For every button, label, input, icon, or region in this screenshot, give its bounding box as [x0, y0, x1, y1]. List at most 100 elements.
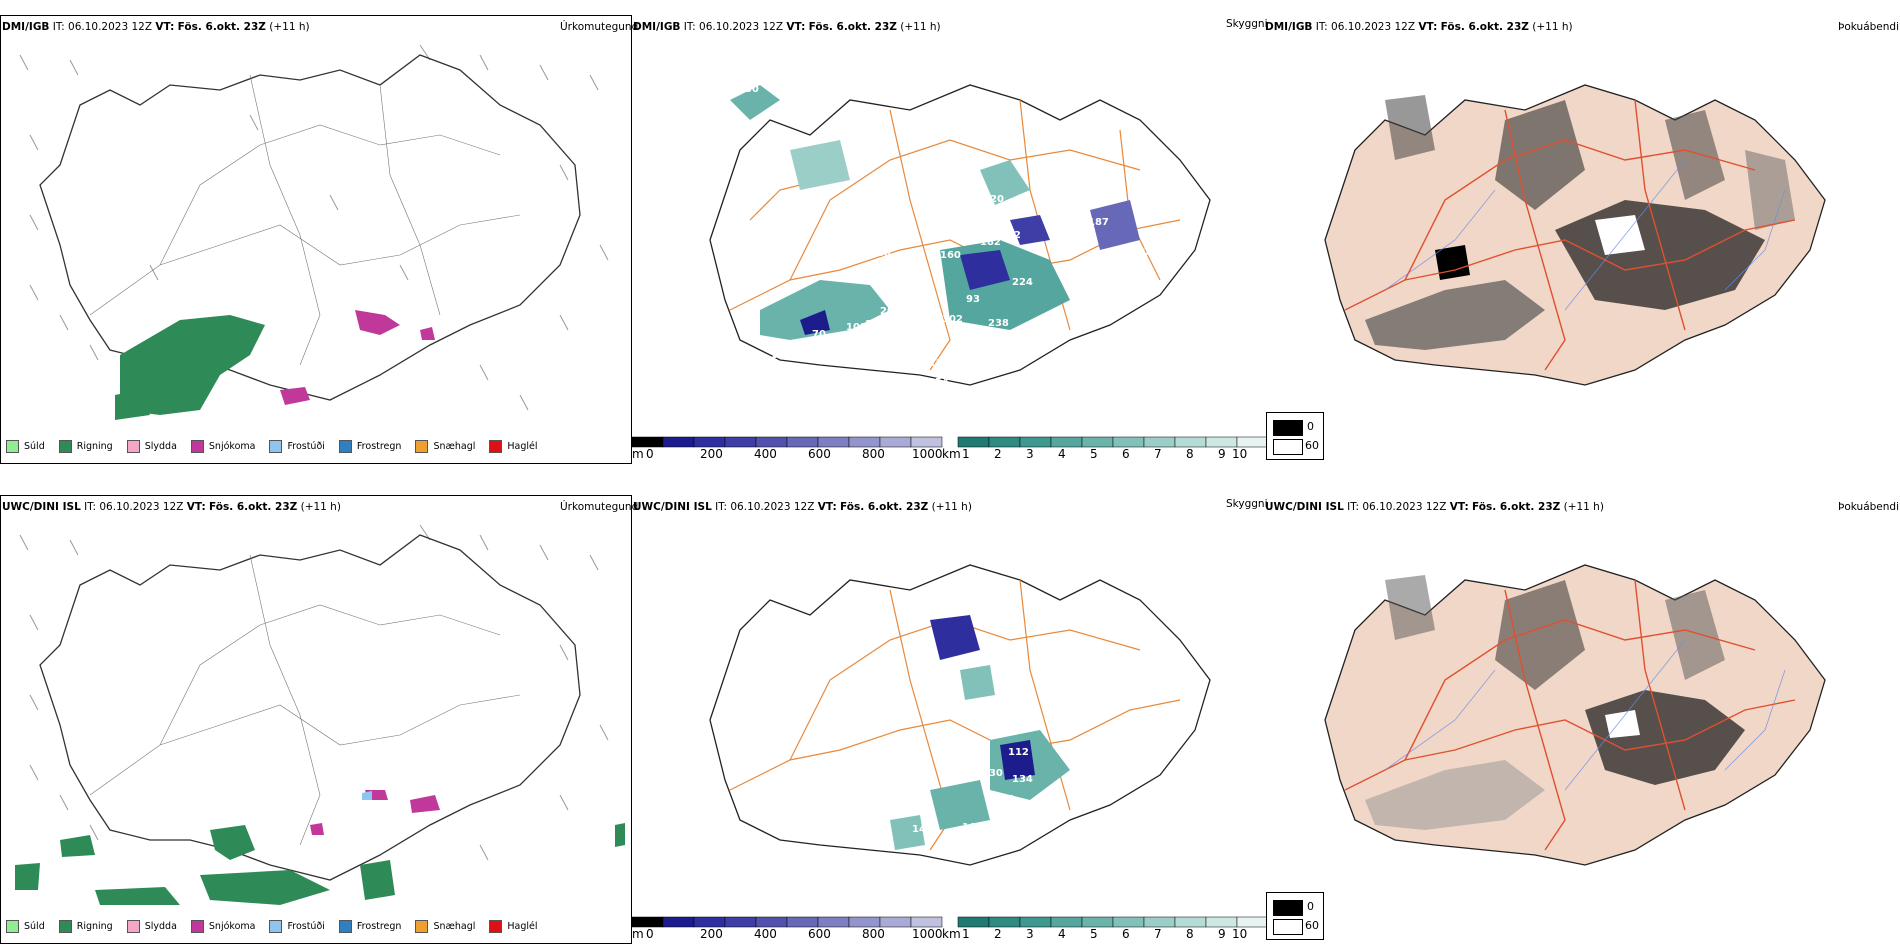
colorbar-segment [1112, 436, 1145, 448]
svg-text:96: 96 [1000, 794, 1014, 805]
panel-title-fog: Þokuábendi [1838, 21, 1899, 33]
colorbar-segment [755, 916, 788, 928]
visibility-shading [730, 85, 1140, 340]
colorbar-segment [910, 916, 943, 928]
roads [89, 74, 521, 366]
svg-text:97: 97 [915, 862, 929, 873]
colorbar-segment [1205, 436, 1238, 448]
svg-text:103: 103 [900, 329, 921, 340]
legend-item: Snjókoma [190, 920, 255, 933]
panel-header: UWC/DINI ISL IT: 06.10.2023 12Z VT: Fös.… [1265, 501, 1604, 513]
wind-barbs [19, 44, 609, 411]
colorbar-segment [1081, 436, 1114, 448]
precip-legend-bottom: Súld Rigning Slydda Snjókoma Frostúði Fr… [6, 920, 552, 933]
colorbar-segment [1050, 916, 1083, 928]
svg-text:254: 254 [928, 377, 949, 388]
svg-text:100: 100 [770, 350, 791, 361]
svg-text:93: 93 [966, 294, 980, 305]
svg-text:167: 167 [1130, 247, 1151, 258]
fog-legend-bottom: 0 60 [1266, 892, 1324, 940]
legend-item: Frostregn [338, 920, 401, 933]
precip-type-panel-bottom [0, 495, 632, 944]
visibility-map-top: 150 20 172 182 187 167 160 148 88 224 93… [709, 84, 1211, 388]
svg-text:161: 161 [1063, 324, 1084, 335]
legend-item: Súld [6, 920, 45, 933]
legend-item: Frostúði [269, 440, 325, 453]
svg-text:224: 224 [1012, 277, 1033, 288]
svg-text:130: 130 [982, 768, 1003, 779]
precip-areas [115, 310, 435, 420]
precip-legend-top: Súld Rigning Slydda Snjókoma Frostúði Fr… [6, 440, 552, 453]
legend-item: Haglél [489, 920, 538, 933]
svg-text:172: 172 [1000, 230, 1021, 241]
svg-text:29: 29 [900, 868, 914, 879]
legend-item: Haglél [489, 440, 538, 453]
panel-title-fog: Þokuábendi [1838, 501, 1899, 513]
precip-map-bottom [15, 524, 625, 905]
panel-header: UWC/DINI ISL IT: 06.10.2023 12Z VT: Fös.… [633, 501, 972, 513]
svg-text:302: 302 [942, 314, 963, 325]
visibility-colorbar-m-bottom [631, 916, 943, 928]
legend-item: Slydda [126, 440, 177, 453]
colorbar-segment [724, 916, 757, 928]
panel-title-visibility: Skyggni [1226, 498, 1268, 510]
colorbar-ticks-km: km 1 2 3 4 5 6 7 8 9 10 [942, 447, 1248, 461]
svg-text:148: 148 [870, 248, 891, 259]
legend-item: Frostúði [269, 920, 325, 933]
svg-text:154: 154 [915, 340, 936, 351]
colorbar-segment [1236, 916, 1269, 928]
colorbar-segment [693, 916, 726, 928]
svg-text:88: 88 [870, 267, 884, 278]
svg-text:128: 128 [865, 319, 886, 330]
colorbar-segment [1081, 916, 1114, 928]
colorbar-segment [1112, 916, 1145, 928]
svg-text:150: 150 [738, 84, 759, 95]
colorbar-segment [817, 436, 850, 448]
colorbar-segment [1050, 436, 1083, 448]
colorbar-segment [662, 436, 695, 448]
panel-title-precip: Úrkomutegund [560, 21, 639, 33]
colorbar-segment [848, 916, 881, 928]
precip-type-panel-top [0, 15, 632, 464]
svg-text:182: 182 [980, 237, 1001, 248]
colorbar-segment [1019, 916, 1052, 928]
fog-shading [1365, 95, 1795, 350]
colorbar-segment [879, 916, 912, 928]
panel-header: UWC/DINI ISL IT: 06.10.2023 12Z VT: Fös.… [2, 501, 341, 513]
panel-header: DMI/IGB IT: 06.10.2023 12Z VT: Fös. 6.ok… [633, 21, 941, 33]
fog-legend-top: 0 60 [1266, 412, 1324, 460]
fog-map-bottom [1324, 564, 1826, 866]
legend-item: Snæhagl [415, 440, 475, 453]
colorbar-segment [1019, 436, 1052, 448]
svg-text:200: 200 [880, 306, 901, 317]
svg-text:140: 140 [912, 824, 933, 835]
visibility-value-labels: 150 20 172 182 187 167 160 148 88 224 93… [738, 84, 1151, 388]
legend-item: Snjókoma [190, 440, 255, 453]
colorbar-segment [631, 436, 664, 448]
colorbar-segment [1174, 436, 1207, 448]
panel-header: DMI/IGB IT: 06.10.2023 12Z VT: Fös. 6.ok… [2, 21, 310, 33]
svg-text:162: 162 [962, 822, 983, 833]
legend-item: Súld [6, 440, 45, 453]
colorbar-segment [1205, 916, 1238, 928]
colorbar-segment [693, 436, 726, 448]
svg-text:238: 238 [988, 318, 1009, 329]
svg-text:62: 62 [800, 342, 814, 353]
colorbar-segment [1236, 436, 1269, 448]
svg-text:70: 70 [812, 329, 826, 340]
legend-item: Rigning [58, 920, 113, 933]
legend-item: Slydda [126, 920, 177, 933]
colorbar-segment [817, 916, 850, 928]
svg-text:112: 112 [922, 358, 943, 369]
colorbar-segment [879, 436, 912, 448]
colorbar-segment [1143, 916, 1176, 928]
colorbar-segment [957, 916, 990, 928]
legend-item: Snæhagl [415, 920, 475, 933]
colorbar-segment [662, 916, 695, 928]
svg-text:187: 187 [1088, 217, 1109, 228]
fog-map-top [1324, 84, 1826, 386]
svg-text:112: 112 [1008, 747, 1029, 758]
precip-map-top [19, 44, 609, 420]
colorbar-segment [988, 916, 1021, 928]
svg-text:98: 98 [952, 354, 966, 365]
